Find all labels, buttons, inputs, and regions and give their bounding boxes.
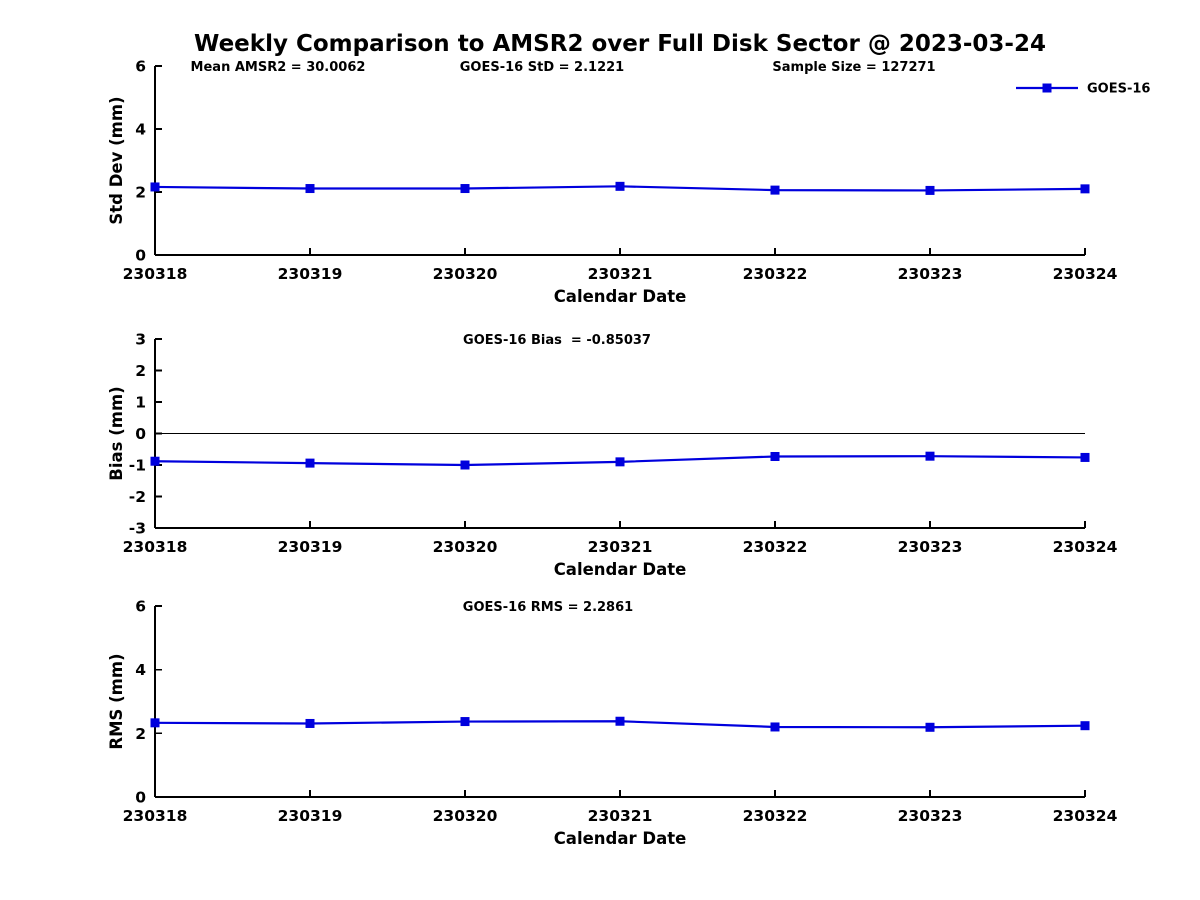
x-tick-label: 230324	[1053, 265, 1118, 283]
x-tick-label: 230318	[123, 265, 188, 283]
data-point-marker	[460, 460, 470, 470]
data-point-marker	[770, 451, 780, 461]
data-point-marker	[1080, 184, 1090, 194]
x-tick-label: 230319	[278, 538, 343, 556]
y-tick-label: -1	[129, 457, 146, 475]
y-tick-label: 2	[135, 184, 146, 202]
data-point-marker	[150, 718, 160, 728]
data-point-marker	[925, 722, 935, 732]
panel-bias: -3 -2 -1 0 1 2 3 230318 230319 230320 230321 230322…	[107, 331, 1118, 580]
x-tick-label: 230324	[1053, 807, 1118, 825]
data-point-marker	[1080, 452, 1090, 462]
stat-annotation: GOES-16 RMS = 2.2861	[463, 600, 633, 615]
data-point-marker	[305, 458, 315, 468]
data-point-marker	[305, 184, 315, 194]
y-tick-label: 2	[135, 362, 146, 380]
panel-std-dev: 0 2 4 6 230318 230319 230320 230321 230322 230323…	[107, 58, 1150, 307]
y-tick-label: 4	[135, 121, 146, 139]
stat-annotation: Mean AMSR2 = 30.0062	[191, 60, 366, 75]
figure-title: Weekly Comparison to AMSR2 over Full Dis…	[194, 31, 1046, 57]
y-tick-label: 1	[135, 394, 146, 412]
x-tick-label: 230323	[898, 807, 963, 825]
x-tick-label: 230321	[588, 538, 653, 556]
stat-annotation: GOES-16 StD = 2.1221	[460, 60, 624, 75]
data-point-marker	[925, 185, 935, 195]
x-tick-label: 230319	[278, 807, 343, 825]
y-tick-label: -3	[129, 520, 146, 538]
x-tick-label: 230324	[1053, 538, 1118, 556]
legend-marker	[1042, 83, 1052, 93]
data-point-marker	[460, 717, 470, 727]
x-tick-label: 230321	[588, 807, 653, 825]
y-tick-label: 0	[135, 425, 146, 443]
data-point-marker	[615, 181, 625, 191]
y-tick-label: 0	[135, 789, 146, 807]
data-point-marker	[305, 718, 315, 728]
data-point-marker	[770, 722, 780, 732]
x-axis-title: Calendar Date	[554, 560, 687, 579]
y-tick-label: -2	[129, 488, 146, 506]
x-axis-title: Calendar Date	[554, 829, 687, 848]
x-tick-label: 230322	[743, 538, 808, 556]
stat-annotation: GOES-16 Bias = -0.85037	[463, 333, 651, 348]
data-point-marker	[770, 185, 780, 195]
y-axis-title: Bias (mm)	[107, 386, 126, 480]
data-point-marker	[925, 451, 935, 461]
y-tick-label: 4	[135, 661, 146, 679]
data-point-marker	[150, 456, 160, 466]
x-tick-label: 230319	[278, 265, 343, 283]
data-point-marker	[150, 182, 160, 192]
x-tick-label: 230318	[123, 538, 188, 556]
x-tick-label: 230320	[433, 807, 498, 825]
data-point-marker	[1080, 721, 1090, 731]
x-tick-label: 230323	[898, 538, 963, 556]
data-point-marker	[460, 184, 470, 194]
data-point-marker	[615, 716, 625, 726]
y-tick-label: 6	[135, 58, 146, 76]
stat-annotation: Sample Size = 127271	[772, 60, 935, 75]
y-tick-label: 0	[135, 247, 146, 265]
legend-label: GOES-16	[1087, 82, 1150, 97]
x-tick-label: 230320	[433, 265, 498, 283]
x-tick-label: 230320	[433, 538, 498, 556]
y-axis-title: RMS (mm)	[107, 653, 126, 749]
x-tick-label: 230323	[898, 265, 963, 283]
y-tick-label: 6	[135, 598, 146, 616]
x-axis-title: Calendar Date	[554, 287, 687, 306]
panel-rms: 0 2 4 6 230318 230319 230320 230321 230322 230323…	[107, 598, 1118, 849]
y-tick-label: 3	[135, 331, 146, 349]
x-tick-label: 230321	[588, 265, 653, 283]
y-tick-label: 2	[135, 725, 146, 743]
x-tick-label: 230318	[123, 807, 188, 825]
x-tick-label: 230322	[743, 807, 808, 825]
x-tick-label: 230322	[743, 265, 808, 283]
data-point-marker	[615, 457, 625, 467]
y-axis-title: Std Dev (mm)	[107, 96, 126, 224]
